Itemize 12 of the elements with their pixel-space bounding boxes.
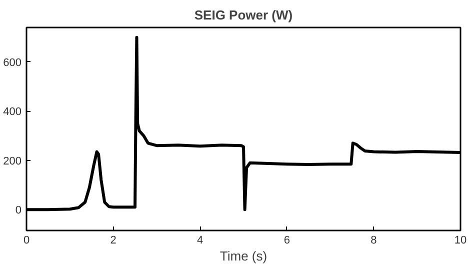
- x-tick-label: 0: [23, 234, 30, 246]
- x-tick-label: 8: [370, 234, 377, 246]
- y-tick-label: 400: [3, 106, 22, 118]
- x-tick-label: 4: [197, 234, 204, 246]
- x-tick-label: 6: [284, 234, 290, 246]
- chart-title: SEIG Power (W): [194, 8, 293, 22]
- x-axis-title: Time (s): [220, 248, 268, 264]
- x-tick-label: 2: [110, 234, 116, 246]
- y-tick-label: 200: [3, 155, 22, 168]
- x-tick-label: 10: [454, 234, 467, 246]
- y-tick-label: 0: [15, 204, 22, 217]
- y-tick-label: 600: [3, 56, 22, 69]
